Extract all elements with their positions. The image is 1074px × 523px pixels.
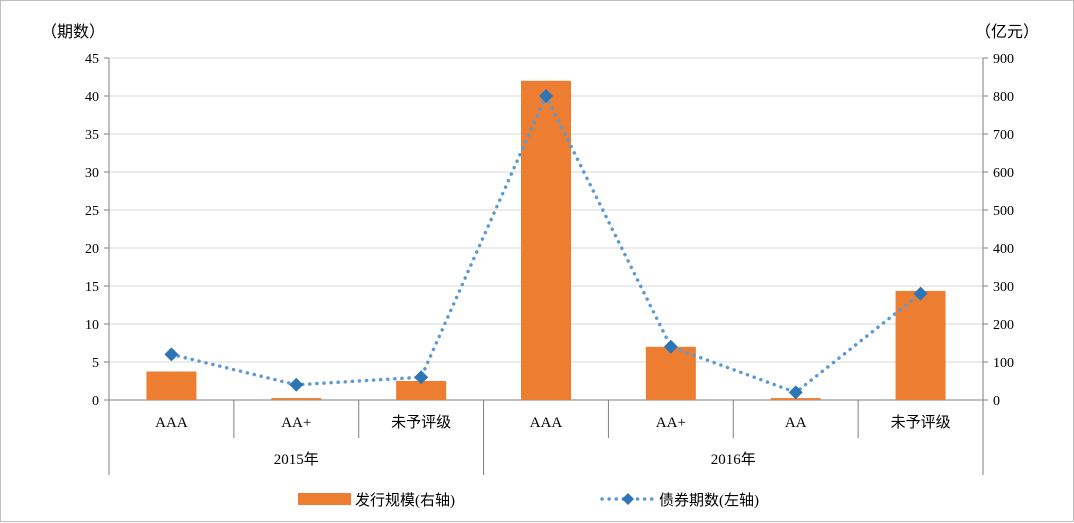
line-point (289, 377, 304, 392)
left-axis-tick-label: 45 (85, 52, 99, 67)
category-label: 未予评级 (891, 414, 951, 431)
right-axis-tick-label: 400 (993, 242, 1014, 257)
bar (271, 398, 322, 400)
group-label: 2015年 (274, 451, 319, 468)
category-label: AAA (530, 415, 563, 431)
category-label: AA+ (656, 415, 686, 431)
left-axis-tick-label: 0 (92, 394, 99, 409)
left-axis-tick-label: 40 (85, 90, 99, 105)
right-axis-tick-label: 900 (993, 52, 1014, 67)
line-point (663, 339, 678, 354)
line-point (414, 370, 429, 385)
line-point (788, 385, 803, 400)
group-label: 2016年 (711, 451, 756, 468)
line-point (539, 89, 553, 103)
left-axis-tick-label: 10 (85, 318, 99, 333)
left-axis-unit: （期数） (41, 23, 105, 41)
legend-label: 发行规模(右轴) (355, 492, 455, 509)
right-axis-tick-label: 200 (993, 318, 1014, 333)
bar (645, 346, 696, 400)
category-label: 未予评级 (391, 414, 451, 431)
line-point (164, 347, 179, 362)
legend: 发行规模(右轴) 债券期数(左轴) (298, 492, 759, 509)
right-axis-tick-label: 100 (993, 356, 1014, 371)
right-axis-tick-label: 700 (993, 128, 1014, 143)
legend-swatch-bar (298, 493, 351, 505)
bar (521, 80, 571, 401)
category-label: AA (785, 415, 807, 431)
category-label: AA+ (281, 415, 311, 431)
left-axis-tick-label: 5 (92, 356, 99, 371)
left-axis-tick-label: 20 (85, 242, 99, 257)
right-axis-tick-label: 800 (993, 90, 1014, 105)
legend-label: 债券期数(左轴) (659, 492, 759, 509)
left-axis-tick-label: 15 (85, 280, 99, 295)
right-axis-unit: （亿元） (975, 23, 1039, 41)
left-axis-tick-label: 25 (85, 204, 99, 219)
right-axis-tick-label: 300 (993, 280, 1014, 295)
left-axis-tick-label: 30 (85, 166, 99, 181)
right-axis-tick-label: 500 (993, 204, 1014, 219)
right-axis-tick-label: 0 (993, 394, 1000, 409)
bar (396, 381, 447, 400)
line-point (913, 286, 928, 301)
bar (895, 290, 946, 400)
category-label: AAA (155, 415, 188, 431)
legend-swatch-marker (622, 493, 634, 505)
bar (146, 371, 197, 400)
right-axis-tick-label: 600 (993, 166, 1014, 181)
left-axis-tick-label: 35 (85, 128, 99, 143)
